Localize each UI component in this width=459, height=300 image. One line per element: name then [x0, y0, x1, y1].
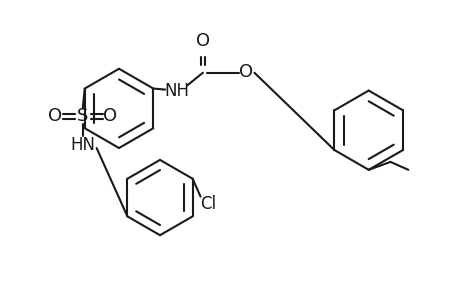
Text: O: O	[48, 107, 62, 125]
Text: S: S	[77, 107, 88, 125]
Text: O: O	[103, 107, 118, 125]
Text: O: O	[196, 32, 209, 50]
Text: HN: HN	[70, 136, 95, 154]
Text: NH: NH	[164, 82, 189, 100]
Text: O: O	[239, 63, 253, 81]
Text: Cl: Cl	[200, 196, 216, 214]
